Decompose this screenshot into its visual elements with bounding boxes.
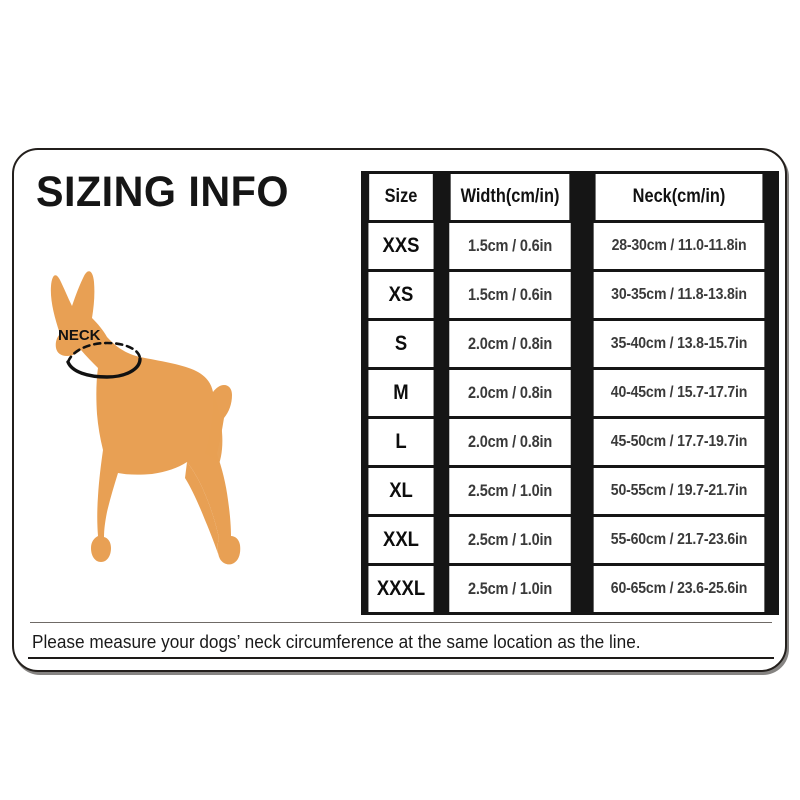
table-row: XXXL 2.5cm / 1.0in 60-65cm / 23.6-25.6in [364, 566, 776, 612]
cell-width: 2.0cm / 0.8in [449, 419, 571, 465]
footer-note: Please measure your dogs’ neck circumfer… [32, 631, 641, 652]
cell-width: 2.5cm / 1.0in [449, 517, 571, 563]
dog-illustration: NECK [20, 242, 320, 592]
dog-body-shape [50, 271, 241, 565]
cell-width: 2.0cm / 0.8in [449, 321, 571, 367]
cell-neck: 60-65cm / 23.6-25.6in [593, 566, 765, 612]
cell-neck: 30-35cm / 11.8-13.8in [593, 272, 765, 318]
cell-neck: 45-50cm / 17.7-19.7in [593, 419, 765, 465]
illustration-panel: SIZING INFO NECK [14, 150, 354, 620]
page-title: SIZING INFO [36, 168, 289, 216]
table-header-row: Size Width(cm/in) Neck(cm/in) [364, 174, 776, 220]
column-header-neck: Neck(cm/in) [595, 174, 763, 220]
table-row: XL 2.5cm / 1.0in 50-55cm / 19.7-21.7in [364, 468, 776, 514]
cell-size: XL [368, 468, 434, 514]
cell-size: L [368, 419, 434, 465]
cell-neck: 28-30cm / 11.0-11.8in [593, 223, 765, 269]
footer-rule [28, 657, 774, 659]
footer-divider [30, 622, 772, 623]
cell-width: 1.5cm / 0.6in [449, 223, 571, 269]
table-row: S 2.0cm / 0.8in 35-40cm / 13.8-15.7in [364, 321, 776, 367]
neck-measure-ellipse [66, 341, 142, 379]
table-row: XXL 2.5cm / 1.0in 55-60cm / 21.7-23.6in [364, 517, 776, 563]
cell-width: 2.0cm / 0.8in [449, 370, 571, 416]
cell-size: XS [368, 272, 434, 318]
cell-width: 1.5cm / 0.6in [449, 272, 571, 318]
table-row: XS 1.5cm / 0.6in 30-35cm / 11.8-13.8in [364, 272, 776, 318]
table-row: L 2.0cm / 0.8in 45-50cm / 17.7-19.7in [364, 419, 776, 465]
cell-neck: 40-45cm / 15.7-17.7in [593, 370, 765, 416]
cell-size: M [368, 370, 434, 416]
cell-size: XXXL [368, 566, 434, 612]
cell-size: S [368, 321, 434, 367]
cell-neck: 50-55cm / 19.7-21.7in [593, 468, 765, 514]
sizing-info-card: SIZING INFO NECK Size [12, 148, 787, 672]
cell-width: 2.5cm / 1.0in [449, 566, 571, 612]
table-row: XXS 1.5cm / 0.6in 28-30cm / 11.0-11.8in [364, 223, 776, 269]
cell-size: XXS [368, 223, 434, 269]
size-table: Size Width(cm/in) Neck(cm/in) XXS 1.5cm … [361, 171, 779, 615]
cell-size: XXL [368, 517, 434, 563]
neck-label: NECK [58, 327, 101, 344]
cell-neck: 35-40cm / 13.8-15.7in [593, 321, 765, 367]
column-header-size: Size [369, 174, 433, 220]
cell-neck: 55-60cm / 21.7-23.6in [593, 517, 765, 563]
column-header-width: Width(cm/in) [450, 174, 570, 220]
cell-width: 2.5cm / 1.0in [449, 468, 571, 514]
table-row: M 2.0cm / 0.8in 40-45cm / 15.7-17.7in [364, 370, 776, 416]
